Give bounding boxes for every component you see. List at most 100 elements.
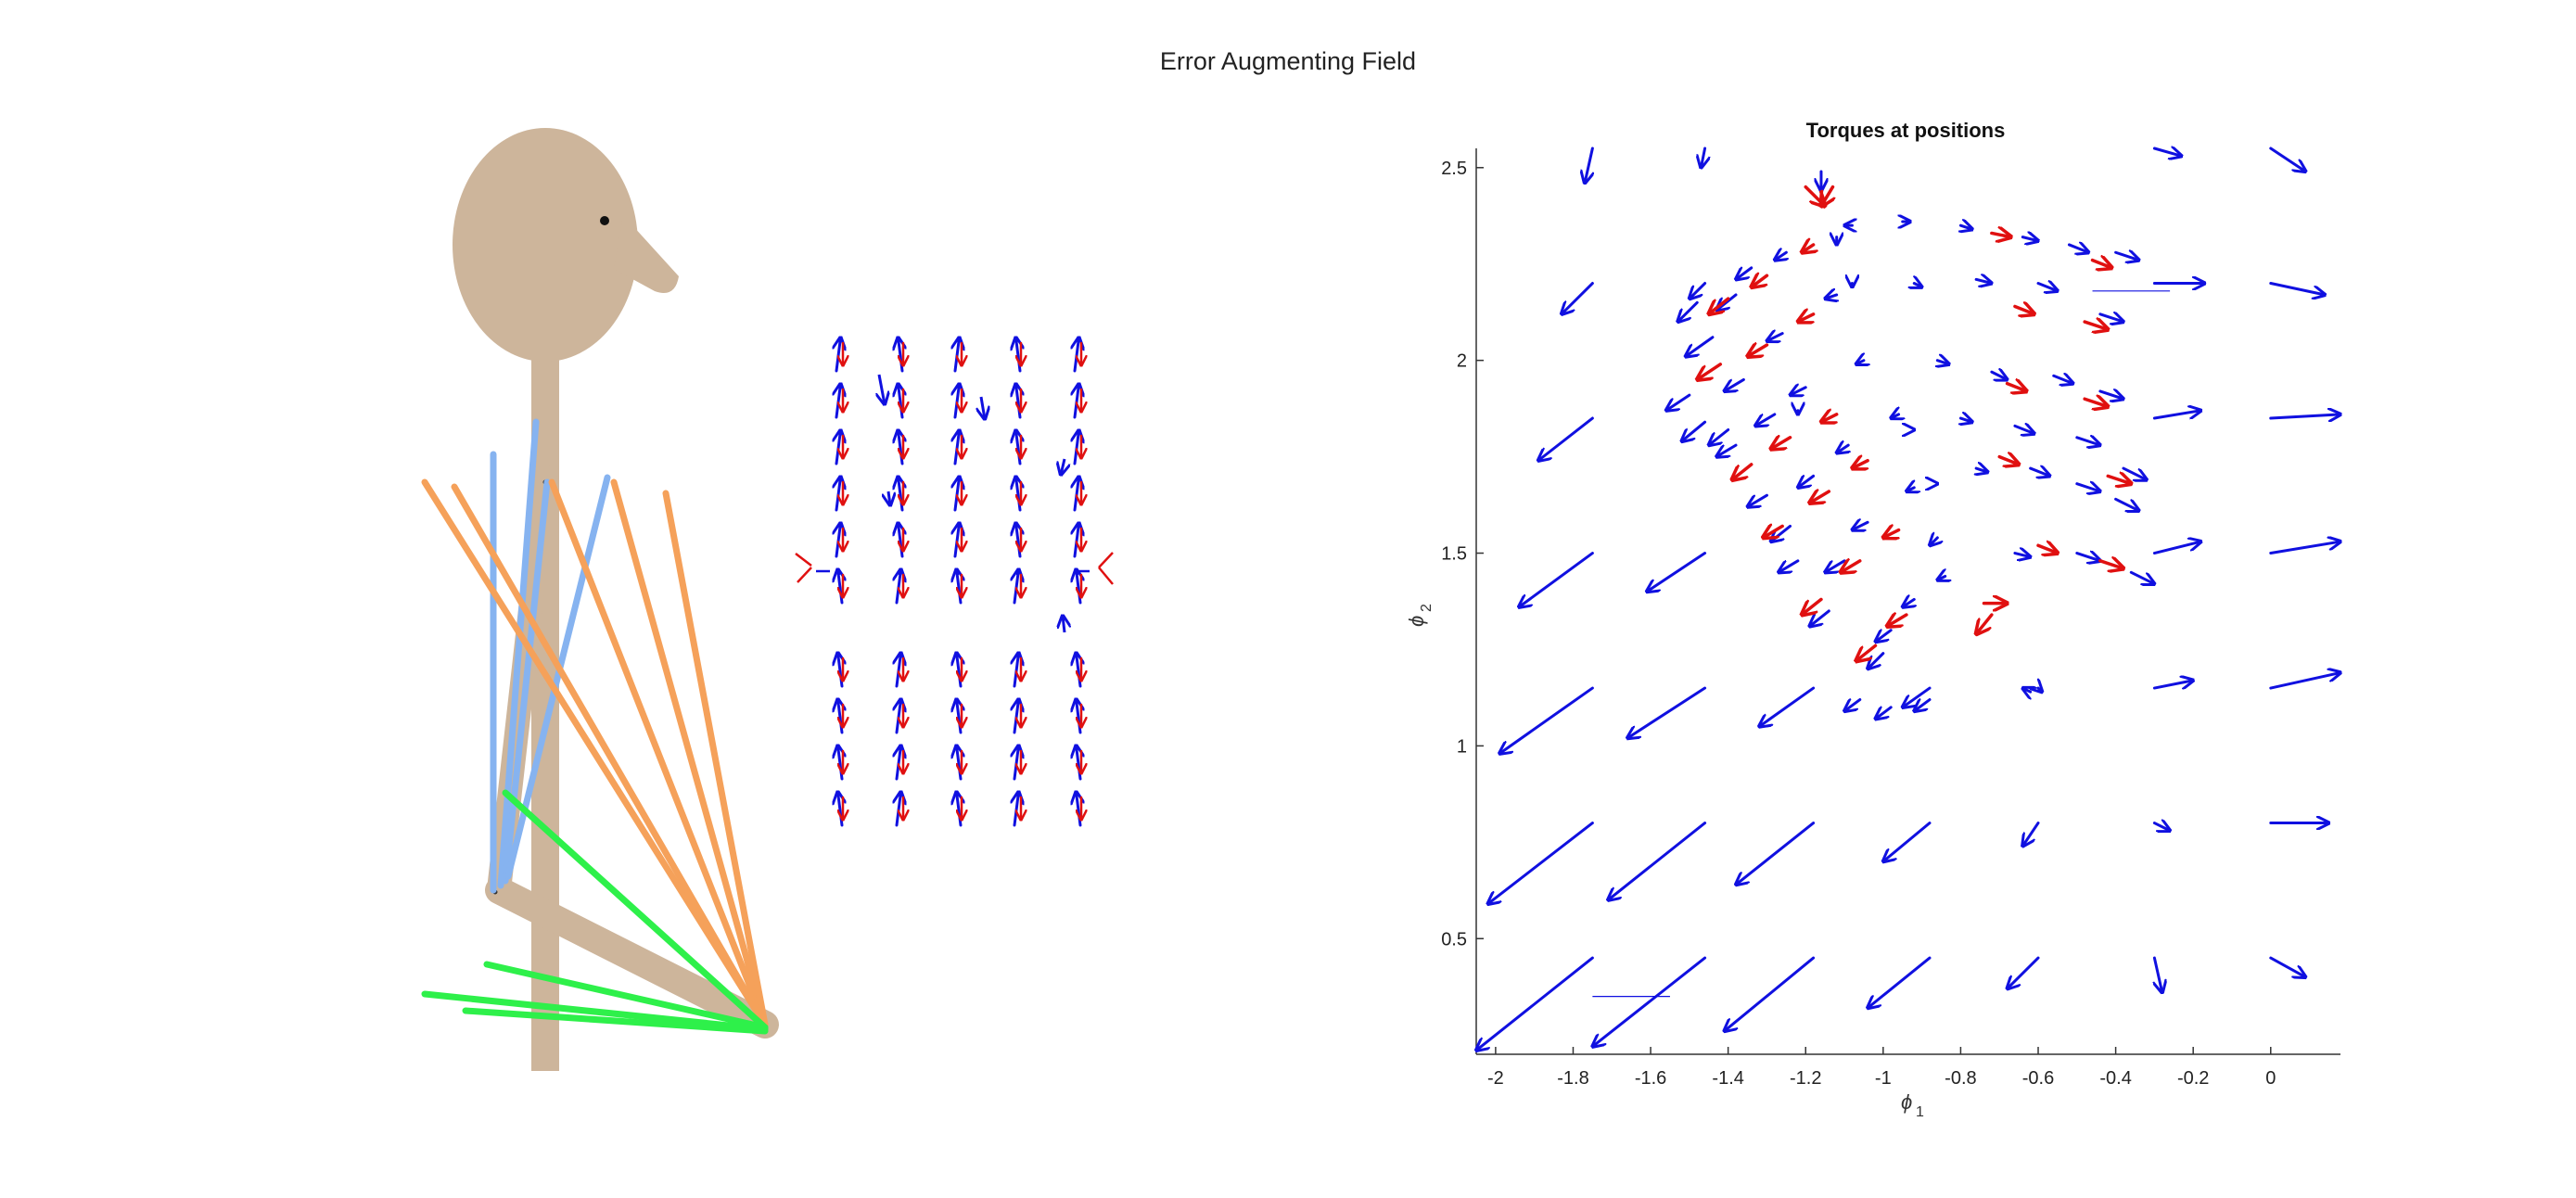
field-arrow <box>1771 438 1792 449</box>
y-tick-label: 2 <box>1457 351 1467 372</box>
field-arrows <box>1697 185 2131 661</box>
torque-arrows-grid <box>1476 148 2340 1051</box>
forearm-muscle <box>483 961 769 1031</box>
workspace-torque-arrow <box>899 430 903 465</box>
bi-muscle <box>421 478 769 1028</box>
y-axis-label-subscript: 2 <box>1419 604 1435 612</box>
x-tick-label: -1 <box>1875 1068 1892 1089</box>
torque-arrow <box>1538 416 1594 461</box>
bi-muscle <box>610 478 769 1028</box>
x-tick-label: -1.6 <box>1635 1068 1666 1089</box>
workspace-torque-arrow <box>1077 699 1081 734</box>
bi-muscle <box>662 490 769 1028</box>
eye <box>600 216 609 225</box>
trajectory-torque-arrow <box>1990 372 2008 379</box>
trajectory-torque-arrow <box>2075 554 2100 561</box>
workspace-field <box>795 338 1114 827</box>
workspace-torque-arrow <box>955 384 960 419</box>
trajectory-torque-arrow <box>1891 414 1898 418</box>
torque-arrow <box>2152 681 2193 688</box>
workspace-torque-arrow <box>1075 477 1079 512</box>
trajectory-torque-arrow <box>1686 336 1715 357</box>
field-arrow <box>1976 613 1994 634</box>
workspace-torque-arrow <box>1014 746 1019 781</box>
workspace-edge-arrow <box>1098 552 1114 568</box>
x-axis-label-symbol: ϕ <box>1901 1090 1912 1114</box>
torque-arrow <box>1562 282 1594 314</box>
trajectory-torque-arrow <box>1837 445 1849 452</box>
trajectory-torque-arrow <box>1736 268 1753 279</box>
torque-arrow <box>1883 822 1932 862</box>
torque-arrow <box>1759 686 1816 727</box>
field-arrow <box>1809 491 1831 503</box>
torque-arrow <box>2038 688 2042 692</box>
biarticular-muscles <box>421 478 769 1028</box>
trajectory-torque-arrow <box>1716 443 1738 456</box>
workspace-torque-arrow <box>838 653 843 688</box>
trajectory-torque-arrow <box>1875 707 1893 719</box>
torque-arrow <box>1736 822 1816 886</box>
trajectory-torque-arrow <box>2075 484 2100 491</box>
field-arrow <box>2098 561 2123 568</box>
torque-arrow <box>2154 956 2162 992</box>
trajectory-torque-arrow <box>2036 284 2058 291</box>
workspace-torque-arrow <box>1014 792 1019 827</box>
workspace-torque-arrow <box>836 523 841 558</box>
workspace-torque-arrow <box>838 699 843 734</box>
trajectory-torque-arrow <box>2098 314 2123 322</box>
workspace-torque-arrow <box>838 792 843 827</box>
trajectory-torque-arrow <box>1755 413 1777 426</box>
trajectory-torque-arrow <box>1856 361 1864 364</box>
x-tick-label: -0.4 <box>2099 1068 2131 1089</box>
trajectory-torque-arrow <box>1976 468 1988 472</box>
workspace-torque-arrow <box>899 523 903 558</box>
workspace-torque-arrow <box>955 430 960 465</box>
field-arrow <box>1856 644 1878 661</box>
workspace-torque-arrow <box>1016 430 1021 465</box>
trajectory-torque-arrow <box>2013 554 2031 557</box>
trajectory-torque-arrow <box>1766 334 1784 341</box>
workspace-torque-arrow <box>957 653 962 688</box>
torque-arrows-trajectory <box>1666 170 2155 719</box>
trajectory-torque-arrow <box>1779 559 1800 572</box>
reference-lines <box>1592 290 2171 998</box>
x-tick-label: -1.8 <box>1557 1068 1588 1089</box>
workspace-torque-arrow <box>897 792 901 827</box>
trajectory-torque-arrow <box>1791 388 1807 395</box>
plot-title: Torques at positions <box>1806 119 2006 142</box>
field-arrow <box>2005 384 2027 391</box>
workspace-torque-arrow <box>1016 384 1021 419</box>
trajectory-torque-arrow <box>1974 279 1992 283</box>
workspace-edge-arrow <box>795 553 812 567</box>
workspace-torque-arrow <box>957 699 962 734</box>
trajectory-torque-arrow <box>1809 609 1830 627</box>
trajectory-torque-arrow <box>2114 497 2139 510</box>
trajectory-torque-arrow <box>1677 300 1699 322</box>
workspace-torque-arrow <box>838 746 843 781</box>
field-arrow <box>1802 597 1823 615</box>
trajectory-torque-arrow <box>1868 652 1885 669</box>
trajectory-torque-arrow <box>1682 420 1707 441</box>
workspace-torque-arrow <box>897 699 901 734</box>
x-axis-label-subscript: 1 <box>1916 1104 1924 1120</box>
torque-arrow <box>1608 822 1707 900</box>
torque-arrow <box>2152 148 2181 156</box>
forearm-muscle <box>502 789 769 1031</box>
y-tick-label: 1.5 <box>1441 544 1467 565</box>
torque-arrow <box>2269 542 2340 555</box>
trajectory-torque-arrow <box>2098 391 2123 399</box>
workspace-edge-arrow <box>797 567 812 583</box>
x-axis-label: ϕ 1 <box>1901 1090 1924 1120</box>
workspace-torque-arrow <box>1016 338 1021 373</box>
field-arrow <box>2036 545 2058 553</box>
x-tick-label: 0 <box>2265 1068 2276 1089</box>
forearm-muscle <box>421 990 769 1033</box>
torque-arrow <box>2269 282 2326 295</box>
field-arrow <box>1802 245 1814 252</box>
torque-arrow <box>2269 414 2340 418</box>
field-arrow <box>1841 561 1862 572</box>
y-axis-label: ϕ 2 <box>1405 604 1435 627</box>
torque-arrow <box>2269 147 2306 172</box>
workspace-torque-arrow <box>897 653 901 688</box>
trajectory-torque-arrow <box>1906 488 1914 491</box>
